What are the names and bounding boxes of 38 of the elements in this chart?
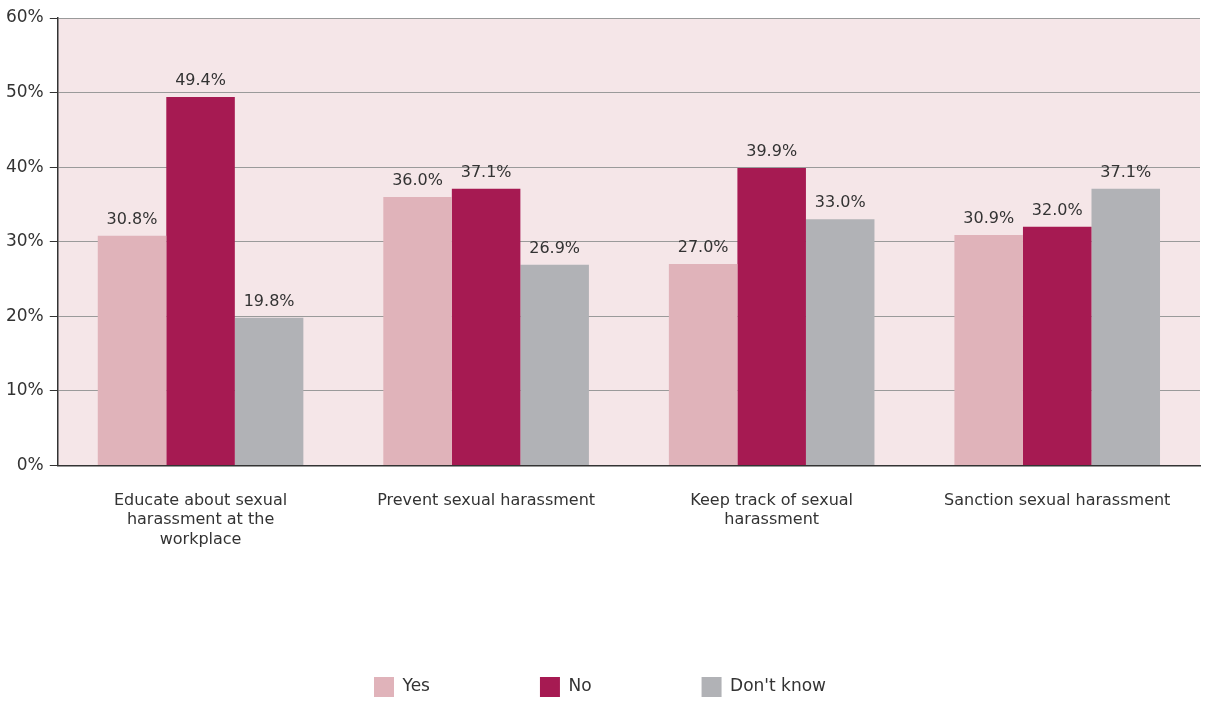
x-tick-label: Educate about sexual harassment at the workplace [113,490,288,548]
data-label: 30.8% [106,208,158,228]
bar [737,167,806,465]
bar [97,235,167,465]
legend-label: Don't know [730,675,827,696]
x-tick-label: Prevent sexual harassment [377,490,596,510]
x-tick-label: Sanction sexual harassment [944,490,1171,510]
data-label: 39.9% [746,141,798,161]
y-tick-label: 0% [16,453,44,474]
bar [805,219,875,465]
y-tick-label: 10% [5,379,44,400]
y-tick-label: 60% [5,6,44,27]
data-label: 36.0% [392,170,443,190]
x-tick-label: Keep track of sexual harassment [690,490,854,529]
bar [234,317,304,465]
data-label: 19.8% [243,290,295,310]
data-label: 37.1% [1100,161,1152,181]
data-label: 27.0% [677,237,729,257]
data-label: 49.4% [175,70,226,90]
y-tick-label: 40% [5,155,44,176]
bar [520,264,589,465]
data-label: 26.9% [529,237,581,257]
data-label: 30.9% [963,208,1015,228]
y-tick-label: 50% [5,80,44,101]
bar [383,196,452,465]
bar [954,234,1023,465]
data-label: 33.0% [814,192,866,212]
data-label: 32.0% [1031,199,1083,219]
bar [668,264,738,465]
data-label: 37.1% [460,161,512,181]
legend-label: Yes [401,675,431,696]
y-tick-label: 30% [5,230,44,251]
bar [451,188,521,465]
bar [1022,226,1092,465]
legend-label: No [568,675,592,696]
y-tick-label: 20% [5,304,44,325]
bar [166,97,235,465]
bar [1091,188,1161,465]
